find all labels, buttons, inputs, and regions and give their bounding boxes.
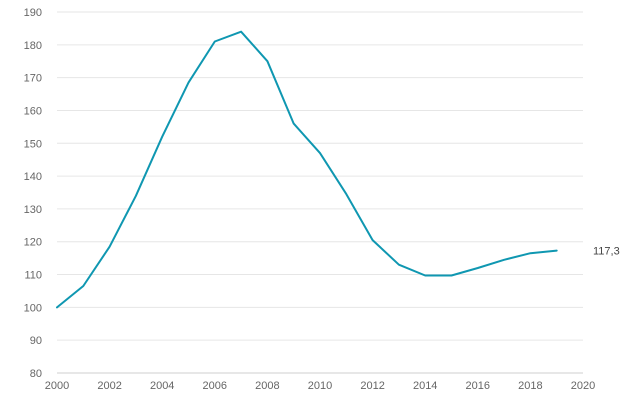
y-axis: 80 90 100 110 120 130 140 150 160 170 180 190 — [24, 7, 42, 380]
data-labels: 117,3 — [593, 246, 620, 258]
y-tick-label-190: 190 — [24, 7, 42, 19]
x-tick-label-2008: 2008 — [255, 380, 279, 392]
x-tick-label-2006: 2006 — [203, 380, 227, 392]
y-tick-label-130: 130 — [24, 204, 42, 216]
y-tick-label-120: 120 — [24, 237, 42, 249]
x-axis: 2000 2002 2004 2006 2008 2010 2012 2014 2016 2018… — [45, 380, 595, 392]
y-tick-label-100: 100 — [24, 302, 42, 314]
y-tick-label-80: 80 — [30, 368, 42, 380]
y-tick-label-170: 170 — [24, 73, 42, 85]
gridlines — [57, 11, 583, 374]
y-tick-label-160: 160 — [24, 105, 42, 117]
y-tick-label-180: 180 — [24, 40, 42, 52]
series — [56, 30, 558, 309]
x-tick-label-2016: 2016 — [466, 380, 490, 392]
y-tick-label-140: 140 — [24, 171, 42, 183]
x-tick-label-2018: 2018 — [518, 380, 542, 392]
x-tick-label-2010: 2010 — [308, 380, 332, 392]
x-tick-label-2002: 2002 — [97, 380, 121, 392]
end-value-label: 117,3 — [593, 246, 620, 258]
y-tick-label-90: 90 — [30, 335, 42, 347]
y-tick-label-150: 150 — [24, 138, 42, 150]
x-tick-label-2012: 2012 — [360, 380, 384, 392]
x-tick-label-2014: 2014 — [413, 380, 437, 392]
x-tick-label-2004: 2004 — [150, 380, 174, 392]
series-line-0 — [56, 30, 558, 309]
x-tick-label-2020: 2020 — [571, 380, 595, 392]
y-tick-label-110: 110 — [24, 270, 42, 282]
x-tick-label-2000: 2000 — [45, 380, 69, 392]
